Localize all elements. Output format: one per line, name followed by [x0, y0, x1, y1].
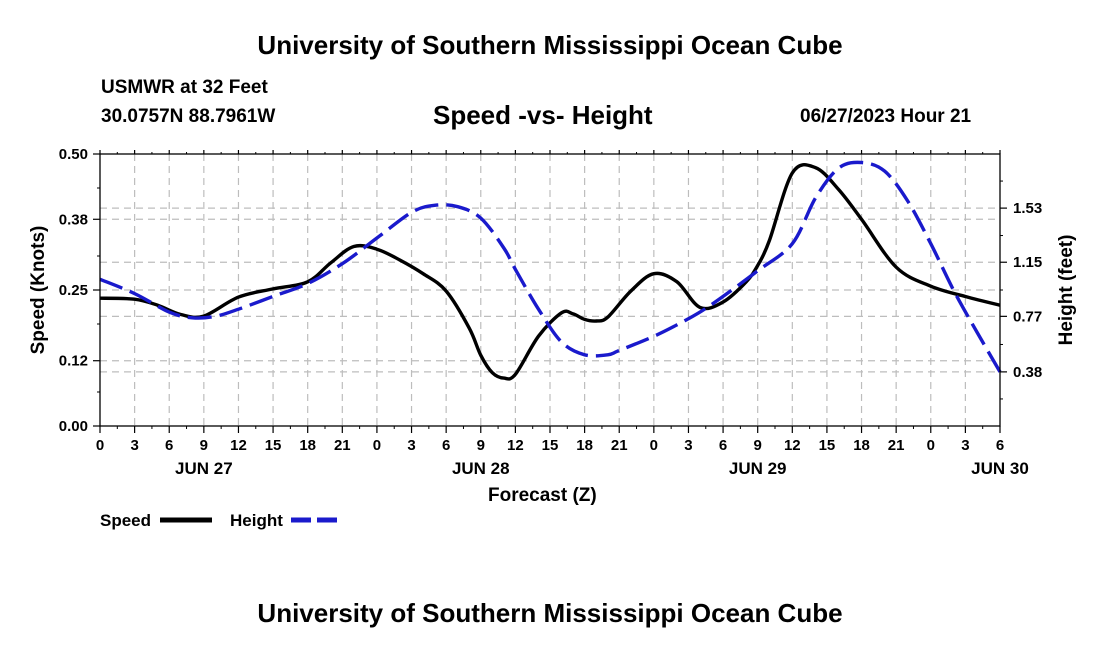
- x-tick-label: 6: [996, 437, 1004, 454]
- x-tick-label: 12: [507, 437, 524, 454]
- y-left-tick-label: 0.25: [59, 282, 88, 299]
- grid: [100, 154, 1000, 426]
- x-tick-label: 3: [961, 437, 969, 454]
- x-tick-label: 21: [888, 437, 905, 454]
- forecast-datetime: 06/27/2023 Hour 21: [800, 106, 972, 127]
- x-tick-label: 9: [200, 437, 208, 454]
- y-axis-left-title: Speed (Knots): [28, 226, 49, 355]
- x-tick-label: 18: [299, 437, 316, 454]
- y-left-tick-label: 0.12: [59, 353, 88, 370]
- x-tick-label: 9: [477, 437, 485, 454]
- x-tick-label: 12: [784, 437, 801, 454]
- x-tick-label: 6: [442, 437, 450, 454]
- series-height-line: [99, 160, 1002, 373]
- x-tick-label: 9: [754, 437, 762, 454]
- y-left-tick-label: 0.50: [59, 146, 88, 163]
- x-tick-label: 21: [611, 437, 628, 454]
- x-tick-label: 12: [230, 437, 247, 454]
- x-axis-title: Forecast (Z): [488, 485, 597, 506]
- x-tick-label: 0: [927, 437, 935, 454]
- station-coordinates: 30.0757N 88.7961W: [101, 106, 276, 127]
- y-left-tick-label: 0.38: [59, 211, 88, 228]
- y-right-tick-label: 0.77: [1013, 308, 1042, 325]
- axis-ticks: [93, 150, 1007, 433]
- date-label: JUN 27: [175, 459, 233, 478]
- page-title: University of Southern Mississippi Ocean…: [257, 30, 843, 60]
- x-tick-label: 3: [684, 437, 692, 454]
- legend-speed-label: Speed: [100, 511, 151, 530]
- x-tick-label: 0: [373, 437, 381, 454]
- y-left-tick-label: 0.00: [59, 418, 88, 435]
- series-layer: [99, 160, 1002, 381]
- x-tick-label: 6: [165, 437, 173, 454]
- y-right-tick-label: 1.53: [1013, 200, 1042, 217]
- x-tick-label: 15: [265, 437, 282, 454]
- station-name: USMWR at 32 Feet: [101, 77, 268, 98]
- y-right-tick-label: 1.15: [1013, 254, 1042, 271]
- x-tick-label: 15: [542, 437, 559, 454]
- date-label: JUN 28: [452, 459, 510, 478]
- x-tick-label: 3: [407, 437, 415, 454]
- x-tick-label: 0: [650, 437, 658, 454]
- series-speed-line: [99, 163, 1001, 381]
- date-label: JUN 30: [971, 459, 1029, 478]
- chart-title: Speed -vs- Height: [433, 100, 653, 130]
- x-tick-label: 0: [96, 437, 104, 454]
- legend: Speed Height: [100, 511, 343, 530]
- y-axis-right-title: Height (feet): [1056, 235, 1077, 346]
- x-tick-label: 21: [334, 437, 351, 454]
- x-tick-label: 18: [853, 437, 870, 454]
- legend-height-label: Height: [230, 511, 283, 530]
- y-right-tick-label: 0.38: [1013, 364, 1042, 381]
- footer-title: University of Southern Mississippi Ocean…: [257, 598, 843, 628]
- x-tick-label: 3: [130, 437, 138, 454]
- x-tick-label: 15: [819, 437, 836, 454]
- x-tick-label: 6: [719, 437, 727, 454]
- axis-labels: 0 3 6 9 12 15 18 21 0 3 6 9 12 15 18 21 0 3 6 9 12 15 18 21 0 3 6J…: [59, 146, 1042, 478]
- date-label: JUN 29: [729, 459, 787, 478]
- x-tick-label: 18: [576, 437, 593, 454]
